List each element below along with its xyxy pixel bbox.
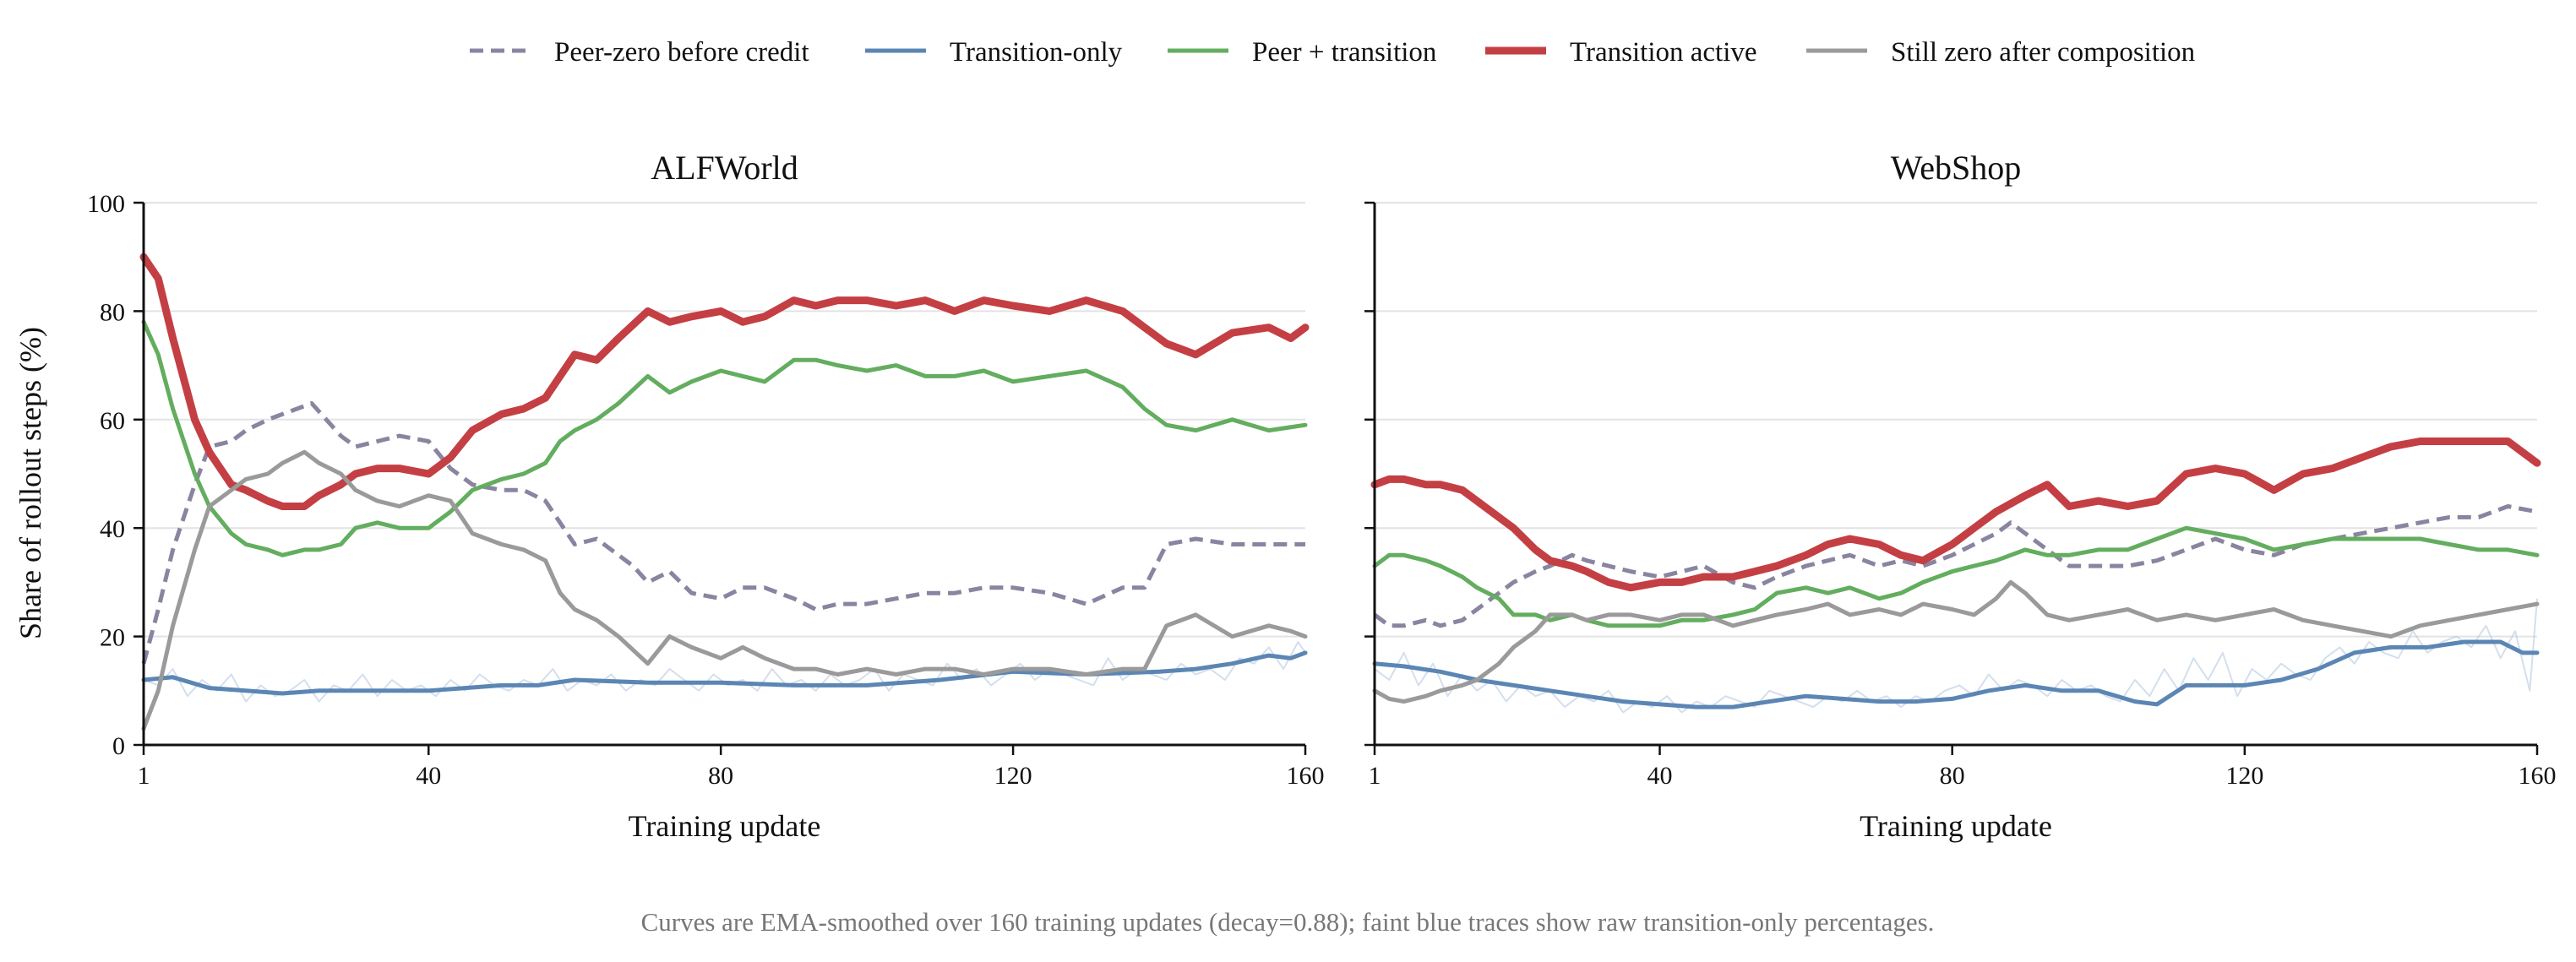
- y-tick-label: 0: [112, 732, 125, 760]
- x-tick-label: 1: [138, 762, 150, 790]
- panel-webshop: WebShop 1 40 80 120 160 Training update: [1364, 149, 2557, 843]
- legend-item-transition-active: Transition active: [1485, 37, 1757, 68]
- legend-item-still-zero-after-composition: Still zero after composition: [1806, 37, 2195, 68]
- y-tick-label: 20: [100, 624, 125, 652]
- x-tick-label: 1: [1369, 762, 1381, 790]
- y-tick-label: 40: [100, 515, 125, 543]
- series-line-still-zero-after-composition: [141, 449, 1308, 731]
- series-line-transition-active: [139, 253, 1310, 510]
- series-line-transition-only: [141, 650, 1308, 696]
- x-tick-label: 80: [708, 762, 733, 790]
- series-line-peer-zero-before-credit: [141, 401, 1305, 665]
- y-tick-label: 60: [100, 407, 125, 435]
- panel-title: WebShop: [1891, 149, 2022, 187]
- legend-label-peer-transition: Peer + transition: [1252, 37, 1436, 68]
- y-tick-label: 80: [100, 298, 125, 326]
- series-line-transition-only: [1372, 639, 2540, 709]
- legend-item-transition-only: Transition-only: [865, 37, 1123, 68]
- x-axis-label: Training update: [629, 809, 821, 843]
- x-tick-label: 120: [994, 762, 1032, 790]
- legend-item-peer-transition: Peer + transition: [1168, 37, 1436, 68]
- legend-label-transition-only: Transition-only: [950, 37, 1123, 68]
- series-line-peer-transition: [1372, 525, 2540, 628]
- y-axis-label: Share of rollout steps (%): [14, 327, 47, 639]
- legend-label-transition-active: Transition active: [1570, 37, 1757, 68]
- x-axis-label: Training update: [1860, 809, 2052, 843]
- figure-caption: Curves are EMA-smoothed over 160 trainin…: [641, 907, 1935, 937]
- x-tick-label: 40: [416, 762, 441, 790]
- panel-title: ALFWorld: [651, 149, 798, 187]
- legend-item-peer-zero-before-credit: Peer-zero before credit: [470, 37, 809, 68]
- x-tick-label: 40: [1647, 762, 1673, 790]
- legend: Peer-zero before credit Transition-only Pe…: [470, 37, 2195, 68]
- series-line-still-zero-after-composition: [1372, 579, 2540, 704]
- series-line-peer-zero-before-credit: [1373, 504, 2538, 628]
- panel-alfworld: ALFWorld 0 20 40 60 80 100 1 40 80 120 160 Training …: [87, 149, 1325, 843]
- legend-label-peer-zero-before-credit: Peer-zero before credit: [554, 37, 809, 68]
- series-line-peer-transition: [141, 319, 1308, 557]
- x-tick-label: 160: [2519, 762, 2557, 790]
- x-tick-label: 120: [2225, 762, 2263, 790]
- legend-label-still-zero-after-composition: Still zero after composition: [1891, 37, 2195, 68]
- x-tick-label: 160: [1287, 762, 1325, 790]
- x-tick-label: 80: [1940, 762, 1965, 790]
- y-tick-label: 100: [87, 190, 125, 218]
- series-line-transition-active: [1370, 438, 2541, 592]
- series-raw-transition-only: [1374, 598, 2538, 714]
